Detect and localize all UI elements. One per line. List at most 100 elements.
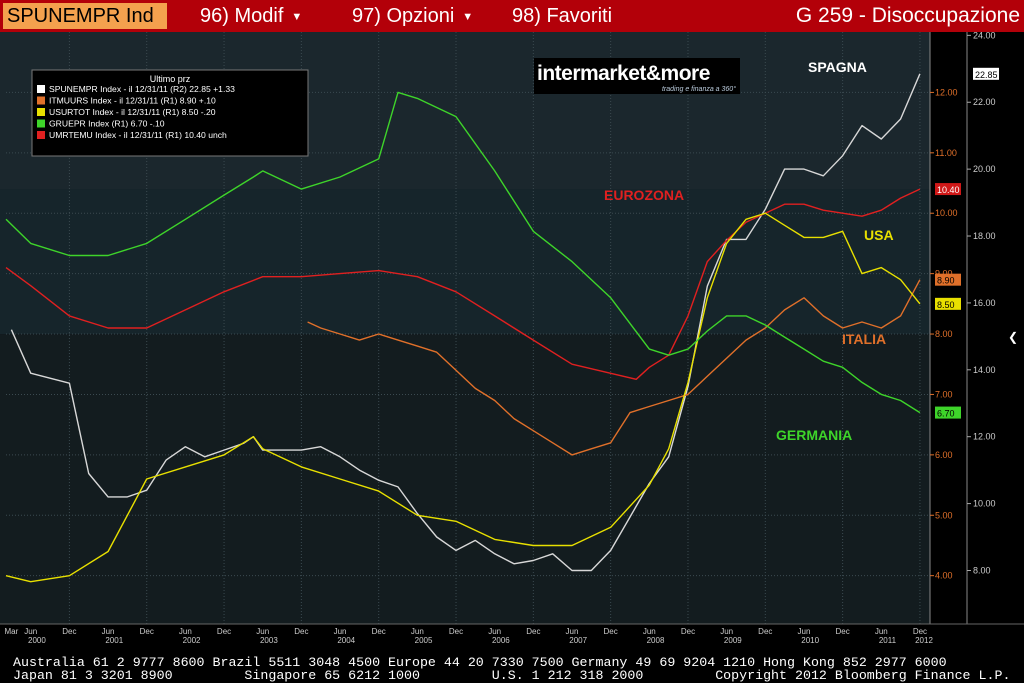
chevron-down-icon[interactable]: ▼: [291, 10, 303, 23]
x-year-label: 2006: [492, 636, 510, 645]
menu-favoriti[interactable]: 98) Favoriti: [512, 0, 612, 32]
x-year-label: 2004: [337, 636, 355, 645]
legend-swatch: [37, 108, 45, 116]
last-value-tag-eurozona: [935, 183, 961, 196]
left-axis-tick-label: 4.00: [935, 571, 953, 581]
x-tick-label: Dec: [372, 627, 386, 636]
axis-panel: [930, 32, 1024, 624]
last-value-tag-germania: [935, 406, 961, 419]
last-value-italia: 8.90: [937, 276, 955, 286]
right-axis-tick-label: 8.00: [973, 565, 991, 575]
menu-modif[interactable]: 96) Modif ▼: [200, 0, 302, 32]
menu-opzioni[interactable]: 97) Opzioni ▼: [352, 0, 473, 32]
right-axis-tick-label: 14.00: [973, 365, 996, 375]
ticker-field[interactable]: SPUNEMPR Ind: [3, 3, 167, 29]
x-tick-label: Jun: [875, 627, 888, 636]
x-year-label: 2008: [647, 636, 665, 645]
x-tick-label: Jun: [488, 627, 501, 636]
legend-title: Ultimo prz: [150, 74, 191, 84]
menu-modif-label: 96) Modif: [200, 5, 284, 27]
left-axis-tick-label: 11.00: [935, 148, 957, 158]
x-tick-label: Dec: [62, 627, 76, 636]
menu-favoriti-label: 98) Favoriti: [512, 5, 613, 27]
legend-entry: SPUNEMPR Index - il 12/31/11 (R2) 22.85 …: [49, 84, 235, 94]
menu-opzioni-label: 97) Opzioni: [352, 5, 455, 27]
x-axis: Mar Jun Dec Jun Dec Jun Dec Jun Dec Jun Dec Jun Dec J…: [0, 623, 1024, 645]
left-axis-tick-label: 5.00: [935, 510, 953, 520]
annotation-spagna: SPAGNA: [808, 59, 867, 75]
x-tick-label: Jun: [334, 627, 347, 636]
series-group: [5, 73, 921, 583]
x-tick-label: Jun: [24, 627, 37, 636]
footer-contacts-line1: Australia 61 2 9777 8600 Brazil 5511 304…: [13, 655, 947, 670]
x-year-label: 2002: [183, 636, 201, 645]
last-value-tag-italia: [935, 273, 961, 286]
x-tick-label: Dec: [681, 627, 695, 636]
legend-swatch: [37, 119, 45, 128]
x-year-label: 2007: [569, 636, 587, 645]
logo-text: intermarket&more: [537, 62, 710, 85]
left-axis-tick-label: 12.00: [935, 87, 958, 97]
left-axis-tick-label: 10.00: [935, 208, 958, 218]
x-tick-label: Jun: [102, 627, 115, 636]
right-axis-tick-label: 22.00: [973, 97, 996, 107]
left-axis-tick-label: 6.00: [935, 450, 953, 460]
x-tick-label: Dec: [140, 627, 154, 636]
x-tick-label: Jun: [256, 627, 269, 636]
annotation-germania: GERMANIA: [776, 427, 852, 443]
x-tick-label: Dec: [604, 627, 618, 636]
right-axis-tick-label: 16.00: [973, 298, 996, 308]
graph-title: G 259 - Disoccupazione: [795, 4, 1020, 27]
series-line-spagna: [10, 73, 921, 572]
annotation-italia: ITALIA: [842, 331, 886, 347]
series-line-germania: [5, 91, 921, 414]
right-axis-tick-label: 12.00: [973, 432, 996, 442]
footer: Australia 61 2 9777 8600 Brazil 5511 304…: [0, 654, 1024, 682]
x-tick-label: Jun: [411, 627, 424, 636]
series-line-eurozona: [5, 188, 921, 380]
x-tick-label: Dec: [449, 627, 463, 636]
x-tick-label: Dec: [294, 627, 308, 636]
x-tick-label: Dec: [836, 627, 850, 636]
top-bar: SPUNEMPR Ind 96) Modif ▼ 97) Opzioni ▼ 98)…: [0, 0, 1024, 32]
left-axis-tick-label: 8.00: [935, 329, 953, 339]
x-year-label: 2011: [879, 636, 897, 645]
legend-swatch: [37, 85, 45, 93]
right-axis-tick-label: 10.00: [973, 499, 996, 509]
x-year-label: 2010: [801, 636, 819, 645]
last-value-tag-spagna: [973, 67, 999, 80]
x-tick-label: Dec: [217, 627, 231, 636]
x-year-label: 2005: [415, 636, 433, 645]
last-value-usa: 8.50: [937, 300, 955, 310]
x-year-label: 2009: [724, 636, 742, 645]
x-tick-label: Jun: [179, 627, 192, 636]
legend-box: [31, 69, 309, 157]
x-year-label: 2001: [105, 636, 123, 645]
annotation-eurozona: EUROZONA: [604, 187, 684, 203]
last-value-spagna: 22.85: [975, 70, 998, 80]
mid-band: [0, 189, 930, 335]
legend-entry: ITMUURS Index - il 12/31/11 (R1) 8.90 +.…: [49, 96, 216, 106]
x-tick-label: Jun: [643, 627, 656, 636]
chevron-down-icon[interactable]: ▼: [462, 10, 474, 23]
chevron-left-icon[interactable]: ❮: [1008, 330, 1019, 344]
x-tick-label: Dec: [913, 627, 927, 636]
left-axis-tick-label: 9.00: [935, 269, 953, 279]
legend-swatch: [37, 131, 45, 139]
logo-subtext: trading e finanza a 360°: [662, 85, 736, 93]
series-line-usa: [5, 212, 921, 583]
right-axis-tick-label: 24.00: [973, 32, 996, 40]
x-year-label: 2003: [260, 636, 278, 645]
last-value-eurozona: 10.40: [937, 185, 960, 195]
logo-background: [534, 58, 740, 94]
chart[interactable]: 4.00 5.00 6.00 7.00 8.00 9.00 10.00 11.00 12.00 8…: [0, 32, 1024, 654]
last-value-tag-usa: [935, 297, 961, 310]
x-year-label: 2000: [28, 636, 46, 645]
x-tick-label: Mar: [5, 627, 19, 636]
right-axis-tick-label: 20.00: [973, 164, 996, 174]
legend-entry: USURTOT Index - il 12/31/11 (R1) 8.50 -.…: [49, 107, 216, 117]
x-tick-label: Dec: [758, 627, 772, 636]
left-axis-tick-label: 7.00: [935, 389, 953, 399]
